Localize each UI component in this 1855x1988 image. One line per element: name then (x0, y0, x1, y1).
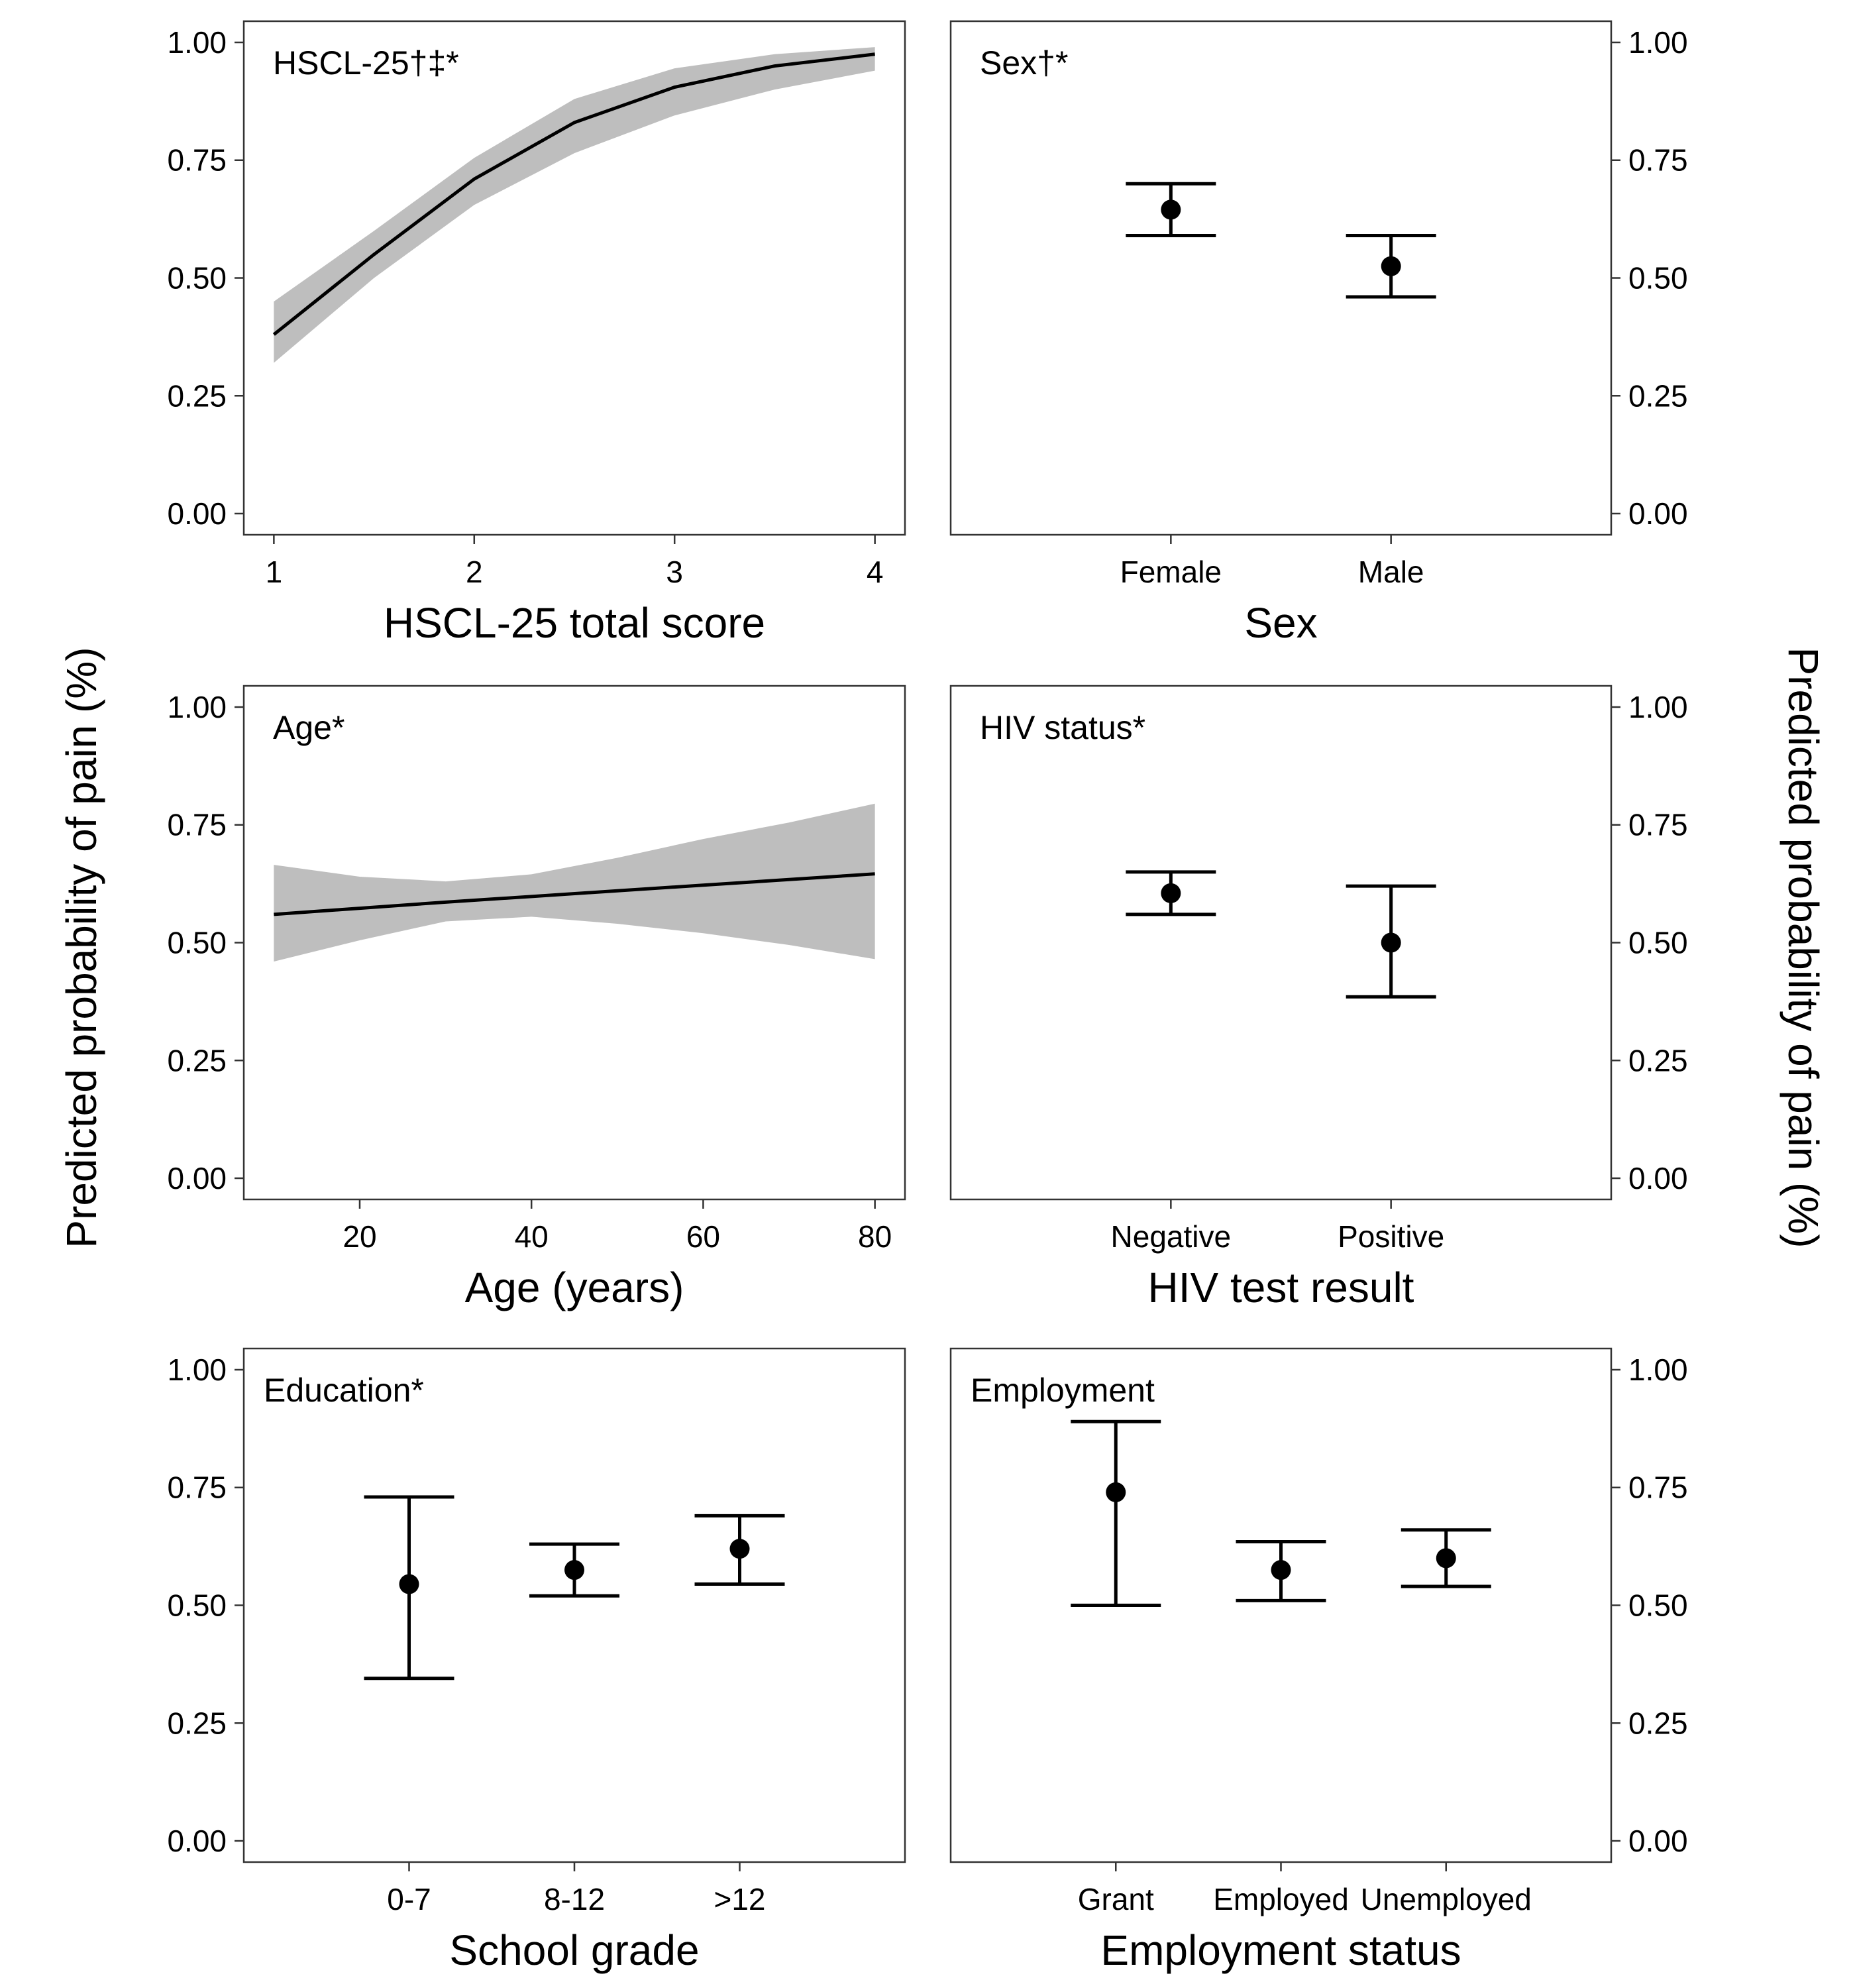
y-tick-label: 0.25 (1628, 378, 1688, 413)
panel-title: Sex†* (980, 44, 1068, 82)
panel-5: 0.00 0.25 0.50 0.75 1.00 0-7 8-12 >12 School gra… (167, 1347, 906, 1974)
x-tick-label: 2 (466, 555, 483, 589)
x-axis-title: Age (years) (465, 1264, 684, 1311)
errorbar-Female (1126, 182, 1216, 238)
panel-4: 0.00 0.25 0.50 0.75 1.00 Negative Positive HIV … (949, 685, 1688, 1311)
confidence-band (274, 803, 875, 962)
y-tick-label: 0.50 (1628, 261, 1688, 296)
errorbar-Grant (1071, 1419, 1161, 1607)
y-tick-label: 0.25 (167, 1043, 227, 1077)
confidence-band (274, 47, 875, 363)
x-tick-label: 40 (515, 1219, 549, 1254)
x-tick-label: Female (1120, 555, 1222, 589)
x-tick-label: Unemployed (1361, 1882, 1532, 1916)
point-estimate (564, 1560, 584, 1580)
point-estimate (1381, 256, 1401, 276)
x-tick-label: 80 (858, 1219, 892, 1254)
y-tick-label: 0.25 (1628, 1706, 1688, 1740)
panel-title: Employment (971, 1372, 1155, 1409)
point-estimate (1106, 1482, 1126, 1502)
y-tick-label: 1.00 (1628, 25, 1688, 60)
y-axis-title-left: Predicted probability of pain (%) (58, 647, 105, 1248)
x-tick-label: >12 (714, 1882, 765, 1916)
y-tick-label: 1.00 (1628, 690, 1688, 724)
point-estimate (1381, 932, 1401, 953)
x-tick-label: 0-7 (387, 1882, 431, 1916)
x-axis-title: HIV test result (1148, 1264, 1414, 1311)
x-tick-label: Male (1358, 555, 1424, 589)
x-tick-label: 4 (867, 555, 884, 589)
y-tick-label: 1.00 (1628, 1353, 1688, 1387)
panel-3: 0.00 0.25 0.50 0.75 1.00 20 40 60 80 Age (years) A… (167, 685, 906, 1311)
y-tick-label: 0.75 (167, 1470, 227, 1505)
x-axis-title: HSCL-25 total score (384, 599, 765, 647)
errorbar-Negative (1126, 870, 1216, 916)
panel-6: 0.00 0.25 0.50 0.75 1.00 Grant Employed Unemplo… (949, 1347, 1688, 1974)
y-tick-label: 0.50 (167, 261, 227, 296)
panel-title: HSCL-25†‡* (273, 44, 459, 82)
x-tick-label: 8-12 (544, 1882, 605, 1916)
x-tick-label: Negative (1111, 1219, 1232, 1254)
x-axis-title: School grade (449, 1926, 699, 1974)
x-tick-label: Grant (1078, 1882, 1154, 1916)
y-tick-label: 0.75 (1628, 808, 1688, 842)
y-tick-label: 1.00 (167, 690, 227, 724)
y-tick-label: 0.00 (167, 1824, 227, 1858)
panel-title: HIV status* (980, 709, 1145, 746)
y-tick-label: 0.00 (167, 1161, 227, 1195)
x-tick-label: Positive (1338, 1219, 1444, 1254)
y-tick-label: 0.25 (1628, 1043, 1688, 1077)
point-estimate (1436, 1548, 1456, 1569)
point-estimate (1271, 1560, 1291, 1580)
x-tick-label: 1 (266, 555, 283, 589)
y-tick-label: 0.50 (1628, 1588, 1688, 1623)
y-tick-label: 0.00 (1628, 1161, 1688, 1195)
panel-title: Age* (273, 709, 344, 746)
errorbar-Employed (1236, 1540, 1326, 1602)
x-axis-title: Employment status (1100, 1926, 1461, 1974)
errorbar-8-12 (529, 1542, 619, 1598)
point-estimate (1161, 199, 1181, 220)
x-tick-label: Employed (1213, 1882, 1349, 1916)
errorbar-Male (1346, 234, 1436, 299)
y-tick-label: 0.50 (167, 1588, 227, 1623)
panels: 0.00 0.25 0.50 0.75 1.00 1 2 3 4 HSCL-25 total sc… (167, 20, 1688, 1974)
y-tick-label: 0.75 (1628, 1470, 1688, 1505)
y-tick-label: 0.25 (167, 378, 227, 413)
y-tick-label: 0.00 (1628, 496, 1688, 531)
series-line (274, 872, 875, 916)
panel-title: Education* (264, 1372, 424, 1409)
errorbar-Unemployed (1401, 1528, 1491, 1588)
y-tick-label: 0.75 (1628, 143, 1688, 178)
point-estimate (399, 1574, 419, 1594)
y-tick-label: 0.00 (1628, 1824, 1688, 1858)
y-tick-label: 1.00 (167, 25, 227, 60)
panel-2: 0.00 0.25 0.50 0.75 1.00 Female Male Sex Sex†* (949, 20, 1688, 647)
errorbar-Positive (1346, 884, 1436, 999)
y-tick-label: 0.75 (167, 808, 227, 842)
series-line (272, 52, 875, 336)
x-axis-title: Sex (1244, 599, 1317, 647)
x-tick-label: 3 (666, 555, 683, 589)
point-estimate (1161, 883, 1181, 903)
panel-1: 0.00 0.25 0.50 0.75 1.00 1 2 3 4 HSCL-25 total sc… (167, 20, 906, 647)
y-tick-label: 0.75 (167, 143, 227, 178)
x-tick-label: 60 (686, 1219, 720, 1254)
x-tick-label: 20 (343, 1219, 376, 1254)
y-tick-label: 0.25 (167, 1706, 227, 1740)
y-tick-label: 0.00 (167, 496, 227, 531)
errorbar->12 (694, 1514, 785, 1586)
y-tick-label: 1.00 (167, 1353, 227, 1387)
y-axis-title-right: Predicted probability of pain (%) (1779, 647, 1827, 1248)
errorbar-0-7 (364, 1495, 454, 1681)
y-tick-label: 0.50 (167, 926, 227, 960)
point-estimate (729, 1539, 750, 1559)
y-tick-label: 0.50 (1628, 926, 1688, 960)
